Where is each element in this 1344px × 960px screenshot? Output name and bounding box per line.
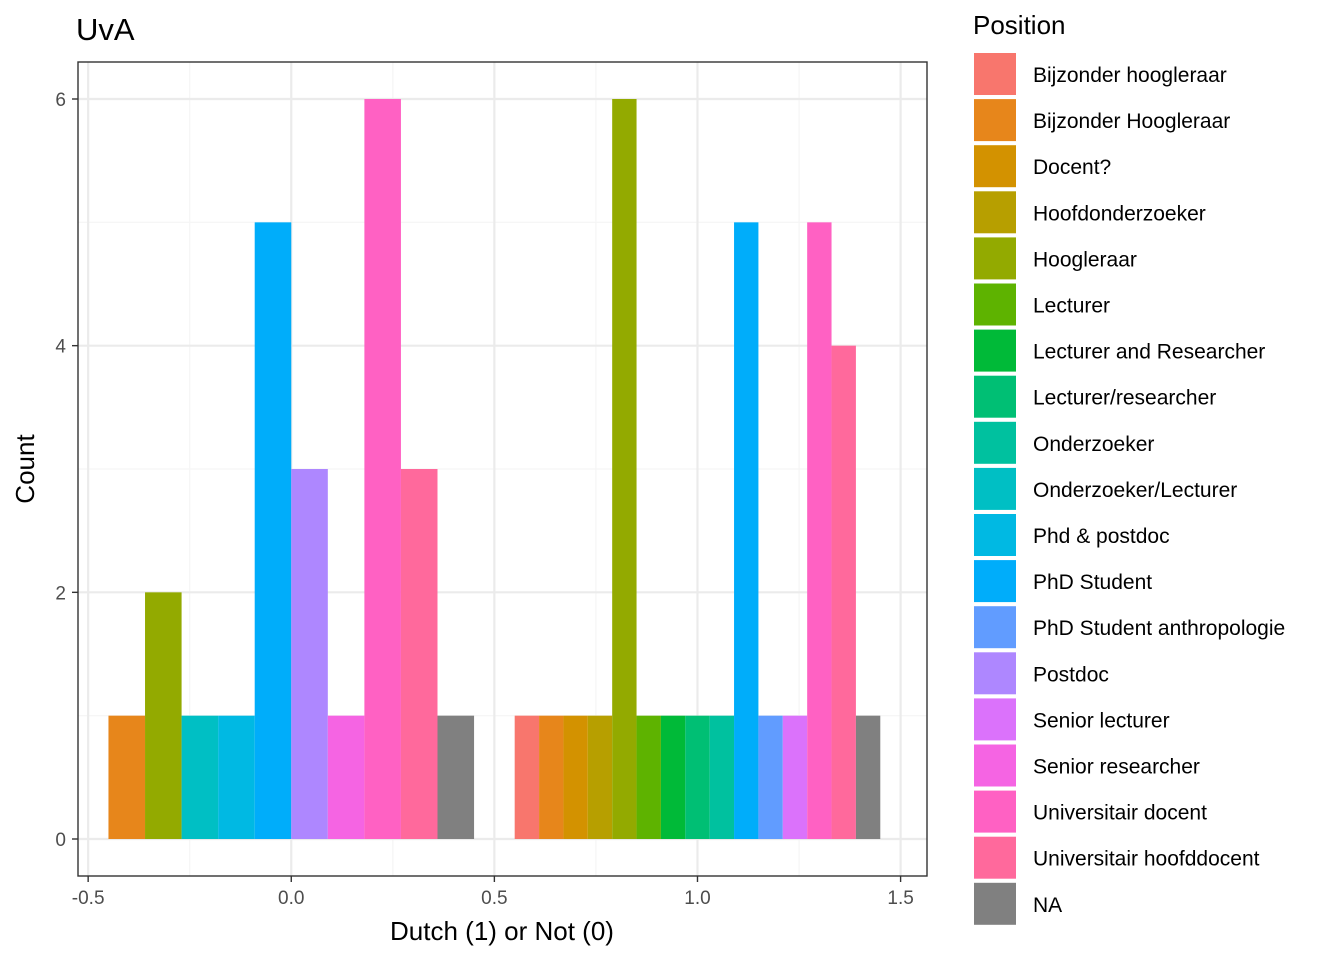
bar bbox=[685, 715, 710, 839]
panel-border bbox=[77, 61, 928, 877]
legend-label: Lecturer/researcher bbox=[1033, 387, 1216, 410]
legend-label: Lecturer bbox=[1033, 295, 1110, 318]
legend-label: Universitair docent bbox=[1033, 802, 1207, 825]
bar bbox=[514, 715, 540, 839]
legend-label: Onderzoeker bbox=[1033, 433, 1154, 456]
legend-key bbox=[974, 836, 1016, 879]
bar bbox=[855, 715, 881, 839]
legend-key bbox=[974, 421, 1016, 464]
bar bbox=[587, 715, 613, 839]
legend-label: Docent? bbox=[1033, 156, 1111, 179]
legend-label: Bijzonder hoogleraar bbox=[1033, 64, 1227, 87]
y-tick-label: 2 bbox=[55, 583, 66, 604]
legend-label: Hoofdonderzoeker bbox=[1033, 202, 1206, 225]
x-axis-title: Dutch (1) or Not (0) bbox=[390, 916, 614, 946]
legend-label: Senior researcher bbox=[1033, 756, 1200, 779]
bar bbox=[218, 715, 255, 839]
legend-key bbox=[974, 698, 1016, 741]
bar bbox=[660, 715, 686, 839]
bar bbox=[758, 715, 783, 839]
legend-key bbox=[974, 191, 1016, 234]
legend-label: NA bbox=[1033, 894, 1062, 917]
legend-key bbox=[974, 53, 1016, 95]
bar bbox=[831, 345, 856, 839]
bar bbox=[108, 715, 146, 839]
legend-label: Universitair hoofddocent bbox=[1033, 848, 1260, 871]
chart-title: UvA bbox=[76, 12, 135, 47]
bar bbox=[364, 99, 401, 839]
legend-key bbox=[974, 145, 1016, 188]
legend-label: Hoogleraar bbox=[1033, 248, 1137, 271]
legend-label: Lecturer and Researcher bbox=[1033, 341, 1265, 364]
x-axis: -0.5 0.0 0.5 1.0 1.5 bbox=[72, 876, 914, 909]
legend-label: PhD Student bbox=[1033, 571, 1152, 594]
y-tick-label: 6 bbox=[55, 90, 66, 111]
legend-key bbox=[974, 790, 1016, 833]
legend-key bbox=[974, 514, 1016, 556]
x-tick-label: 1.5 bbox=[887, 888, 913, 909]
legend-key bbox=[974, 375, 1016, 418]
legend-key bbox=[974, 882, 1016, 925]
bar bbox=[145, 592, 182, 839]
x-tick-label: 0.5 bbox=[481, 888, 507, 909]
bar bbox=[709, 715, 735, 839]
x-tick-label: -0.5 bbox=[72, 888, 105, 909]
legend-label: Senior lecturer bbox=[1033, 709, 1170, 732]
bar bbox=[734, 222, 759, 840]
legend-key bbox=[974, 283, 1016, 326]
legend-label: Postdoc bbox=[1033, 663, 1109, 686]
legend-title: Position bbox=[973, 10, 1066, 40]
bar bbox=[636, 715, 661, 839]
bar bbox=[400, 469, 438, 839]
x-tick-label: 0.0 bbox=[278, 888, 304, 909]
legend-key bbox=[974, 467, 1016, 510]
legend-key bbox=[974, 99, 1016, 142]
bar bbox=[291, 469, 328, 839]
legend-label: Phd & postdoc bbox=[1033, 525, 1170, 548]
bar bbox=[437, 715, 475, 839]
x-tick-label: 1.0 bbox=[684, 888, 710, 909]
bar bbox=[563, 715, 588, 839]
y-axis: 0 2 4 6 bbox=[55, 90, 78, 851]
bar bbox=[327, 715, 365, 839]
legend-key bbox=[974, 237, 1016, 280]
y-tick-label: 4 bbox=[55, 337, 66, 358]
legend: Position Bijzonder hoogleraar Bijzonder H… bbox=[973, 10, 1285, 925]
bar bbox=[612, 99, 637, 839]
bar bbox=[254, 222, 292, 840]
bar bbox=[181, 715, 219, 839]
legend-key bbox=[974, 744, 1016, 787]
legend-label: Bijzonder Hoogleraar bbox=[1033, 110, 1230, 133]
legend-label: PhD Student anthropologie bbox=[1033, 617, 1285, 640]
bar bbox=[539, 715, 564, 839]
y-axis-title: Count bbox=[10, 434, 40, 504]
legend-key bbox=[974, 329, 1016, 372]
bar bbox=[782, 715, 808, 839]
legend-key bbox=[974, 606, 1016, 649]
bar bbox=[807, 222, 832, 840]
plot-panel bbox=[77, 61, 928, 877]
y-tick-label: 0 bbox=[55, 830, 66, 851]
legend-key bbox=[974, 560, 1016, 603]
legend-label: Onderzoeker/Lecturer bbox=[1033, 479, 1237, 502]
legend-key bbox=[974, 652, 1016, 695]
